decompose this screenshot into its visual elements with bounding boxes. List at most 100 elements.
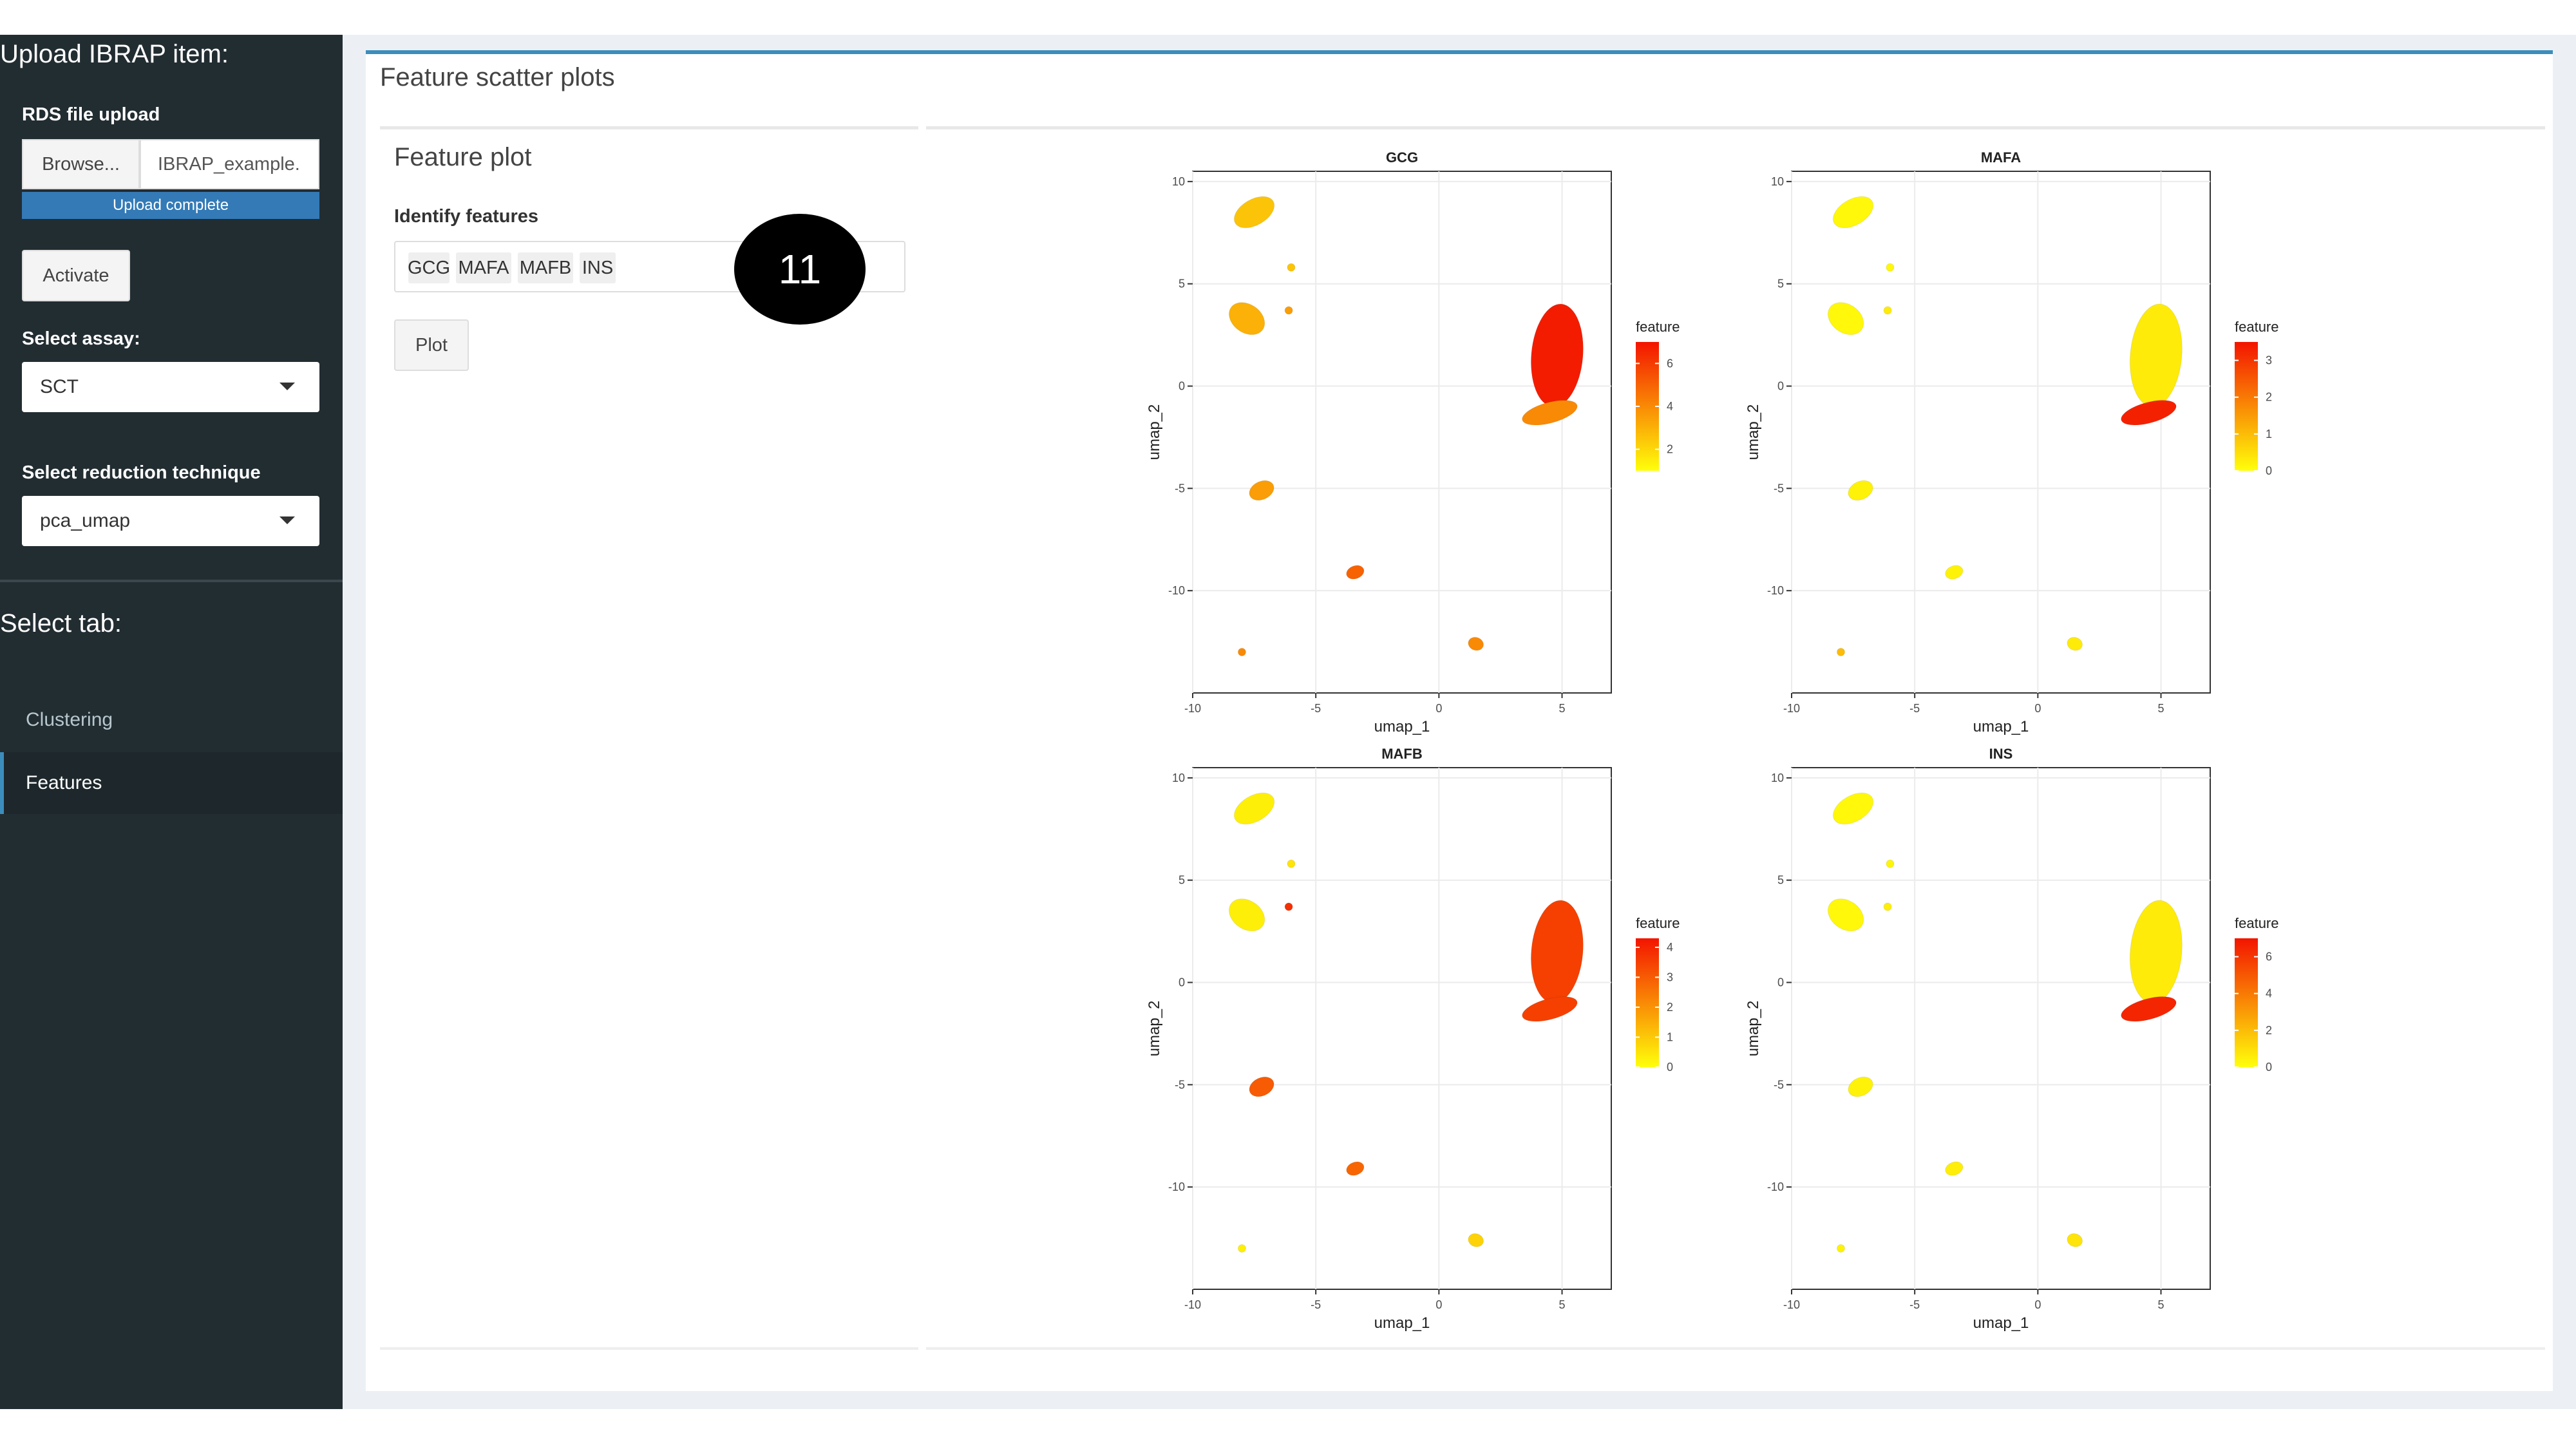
feature-tag[interactable]: MAFA	[456, 252, 511, 283]
sidebar-divider	[0, 580, 343, 582]
cell-cluster	[1237, 647, 1246, 656]
legend-tick-label: 4	[1667, 941, 1673, 954]
y-axis-label: umap_2	[1146, 404, 1163, 460]
box-title: Feature scatter plots	[380, 63, 615, 91]
cell-cluster	[1945, 565, 1964, 580]
browse-button[interactable]: Browse...	[22, 139, 140, 189]
y-tick-label: 10	[1172, 175, 1185, 188]
legend-tick-label: 6	[1667, 357, 1673, 370]
cell-cluster	[2067, 637, 2083, 651]
feature-plot-title: Feature plot	[394, 143, 532, 171]
assay-select-value: SCT	[40, 376, 79, 397]
cell-cluster	[1522, 400, 1578, 426]
legend-colorbar	[2235, 342, 2258, 471]
x-tick-label: 5	[1559, 1298, 1566, 1311]
cell-cluster	[1886, 263, 1895, 272]
legend-tick-label: 4	[2266, 987, 2272, 1000]
plot-button[interactable]: Plot	[394, 319, 469, 371]
plot-title: INS	[1989, 746, 2013, 762]
y-tick-label: -10	[1168, 584, 1185, 597]
x-tick-label: -5	[1909, 702, 1920, 715]
y-axis-label: umap_2	[1745, 404, 1762, 460]
cell-cluster	[1287, 859, 1296, 868]
legend-tick-label: 3	[1667, 971, 1673, 983]
plot-area	[1192, 767, 1612, 1290]
feature-tag[interactable]: GCG	[408, 252, 450, 283]
cell-cluster	[1827, 898, 1864, 932]
y-tick-label: -10	[1168, 1180, 1185, 1193]
reduction-label: Select reduction technique	[22, 462, 261, 483]
legend-tick-label: 0	[2266, 464, 2272, 477]
divider	[926, 126, 2545, 129]
legend-tick-label: 1	[2266, 428, 2272, 440]
activate-button[interactable]: Activate	[22, 250, 130, 301]
x-tick-label: 5	[1559, 702, 1566, 715]
plot-area	[1192, 171, 1612, 694]
plot-title: MAFB	[1381, 746, 1423, 762]
legend-title: feature	[2235, 319, 2279, 335]
x-axis-label: umap_1	[1374, 1314, 1430, 1332]
y-tick-label: 5	[1777, 874, 1784, 887]
legend-tick-label: 3	[2266, 354, 2272, 367]
cell-cluster	[1233, 196, 1275, 229]
x-axis-label: umap_1	[1973, 1314, 2029, 1332]
x-tick-label: 0	[1435, 702, 1442, 715]
y-axis-label: umap_2	[1146, 1001, 1163, 1057]
x-tick-label: -10	[1783, 702, 1800, 715]
plot-title: GCG	[1386, 149, 1418, 166]
x-axis-label: umap_1	[1973, 718, 2029, 735]
legend-tick-label: 2	[2266, 391, 2272, 404]
cell-cluster	[1945, 1161, 1964, 1176]
cell-cluster	[1249, 480, 1274, 501]
file-name-field[interactable]: IBRAP_example.	[140, 139, 319, 189]
cell-cluster	[1346, 1161, 1365, 1176]
step-number-badge: 11	[734, 214, 866, 325]
y-tick-label: -5	[1175, 1078, 1185, 1091]
plot-area	[1791, 767, 2211, 1290]
reduction-select[interactable]: pca_umap	[22, 496, 319, 546]
assay-label: Select assay:	[22, 328, 140, 349]
y-axis-label: umap_2	[1745, 1001, 1762, 1057]
legend-title: feature	[1636, 915, 1680, 931]
cell-cluster	[1284, 306, 1293, 315]
cell-cluster	[1832, 196, 1874, 229]
cell-cluster	[1848, 480, 1873, 501]
assay-select[interactable]: SCT	[22, 362, 319, 412]
legend-tick-label: 2	[2266, 1024, 2272, 1037]
legend-tick-label: 1	[1667, 1030, 1673, 1043]
cell-cluster	[1883, 306, 1892, 315]
y-tick-label: -5	[1175, 482, 1185, 495]
legend-title: feature	[2235, 915, 2279, 931]
legend-tick-label: 4	[1667, 400, 1673, 413]
legend-title: feature	[1636, 319, 1680, 335]
cell-cluster	[1883, 902, 1892, 911]
x-tick-label: 5	[2158, 702, 2164, 715]
cell-cluster	[1468, 637, 1484, 651]
x-tick-label: -10	[1783, 1298, 1800, 1311]
cell-cluster	[1237, 1244, 1246, 1253]
cell-cluster	[1287, 263, 1296, 272]
x-tick-label: -10	[1184, 1298, 1201, 1311]
sidebar-item-clustering[interactable]: Clustering	[26, 709, 113, 730]
file-upload-control[interactable]: Browse... IBRAP_example.	[22, 139, 319, 191]
sidebar: Upload IBRAP item: RDS file upload Brows…	[0, 35, 343, 1409]
caret-down-icon	[279, 383, 295, 390]
legend-colorbar	[1636, 938, 1659, 1067]
cell-cluster	[1468, 1233, 1484, 1247]
feature-tag[interactable]: INS	[580, 252, 616, 283]
x-tick-label: -5	[1311, 1298, 1321, 1311]
select-tab-heading: Select tab:	[0, 609, 122, 638]
y-tick-label: -10	[1767, 1180, 1784, 1193]
x-tick-label: 0	[2034, 1298, 2041, 1311]
x-tick-label: 0	[1435, 1298, 1442, 1311]
sidebar-item-features[interactable]: Features	[0, 752, 343, 814]
reduction-select-value: pca_umap	[40, 510, 131, 531]
y-tick-label: 0	[1179, 976, 1185, 989]
x-tick-label: -5	[1909, 1298, 1920, 1311]
scatter-panel: -10 -5 0 5 10 5 0 -5 -10 GCG umap_1 umap_2 feature 6 4…	[1146, 149, 1680, 735]
legend-tick-label: 6	[2266, 951, 2272, 963]
y-tick-label: 5	[1179, 278, 1185, 290]
y-tick-label: 5	[1777, 278, 1784, 290]
y-tick-label: 0	[1777, 380, 1784, 393]
feature-tag[interactable]: MAFB	[518, 252, 573, 283]
